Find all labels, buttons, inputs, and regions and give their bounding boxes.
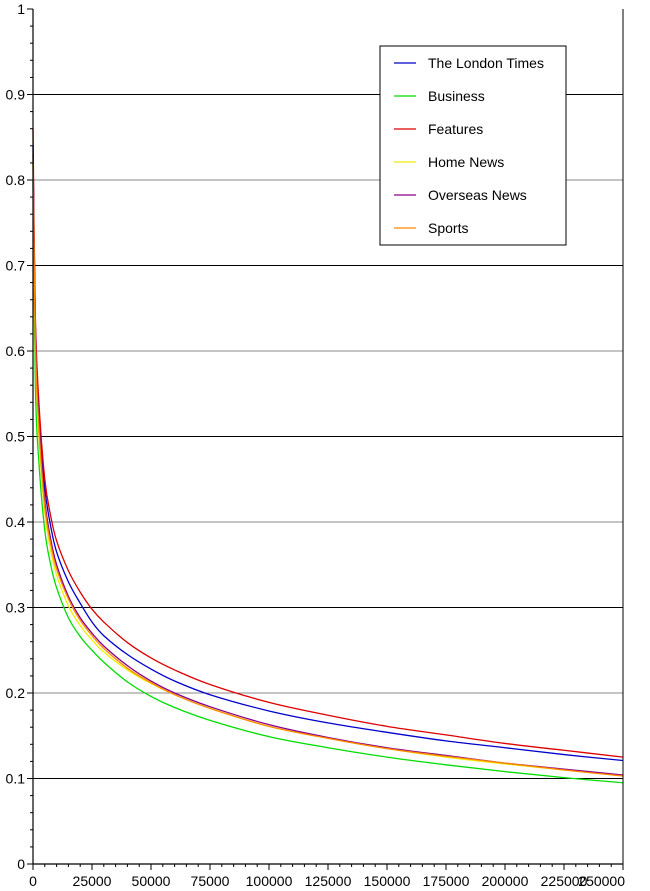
x-tick-label: 50000 — [132, 873, 171, 889]
x-tick-label: 150000 — [364, 873, 411, 889]
y-tick-label: 0.4 — [6, 514, 26, 530]
x-tick-label: 175000 — [423, 873, 470, 889]
grid-lines — [33, 94, 623, 779]
legend-label: Features — [428, 121, 483, 137]
x-tick-label: 250000 — [578, 873, 625, 889]
y-tick-label: 1 — [17, 1, 25, 17]
y-tick-label: 0.7 — [6, 258, 26, 274]
x-tick-label: 100000 — [246, 873, 293, 889]
y-tick-label: 0.3 — [6, 600, 26, 616]
x-tick-label: 75000 — [191, 873, 230, 889]
series-line — [32, 154, 624, 776]
legend-label: Sports — [428, 220, 468, 236]
y-tick-label: 0 — [17, 856, 25, 872]
y-tick-label: 0.9 — [6, 87, 26, 103]
axes: 0 0.1 0.2 0.3 0.4 0.5 0.6 0.7 0.8 0.9 1 0 25000 50000… — [6, 1, 626, 889]
series-line — [32, 162, 624, 777]
y-tick-label: 0.6 — [6, 343, 26, 359]
legend-label: Business — [428, 88, 485, 104]
y-tick-label: 0.8 — [6, 172, 26, 188]
series-lines — [32, 128, 624, 784]
series-line — [32, 145, 624, 762]
x-tick-label: 25000 — [73, 873, 112, 889]
x-tick-label: 225000 — [541, 873, 588, 889]
legend-label: The London Times — [428, 55, 544, 71]
x-tick-label: 0 — [29, 873, 37, 889]
series-line — [32, 179, 624, 784]
y-tick-label: 0.2 — [6, 685, 26, 701]
series-line — [32, 128, 624, 758]
y-tick-label: 0.1 — [6, 771, 26, 787]
legend-label: Home News — [428, 154, 504, 170]
legend: The London Times Business Features Home New… — [379, 45, 567, 246]
legend-box — [379, 45, 567, 246]
series-line — [32, 162, 624, 777]
y-tick-label: 0.5 — [6, 429, 26, 445]
x-tick-label: 200000 — [482, 873, 529, 889]
legend-label: Overseas News — [428, 187, 527, 203]
x-tick-label: 125000 — [305, 873, 352, 889]
